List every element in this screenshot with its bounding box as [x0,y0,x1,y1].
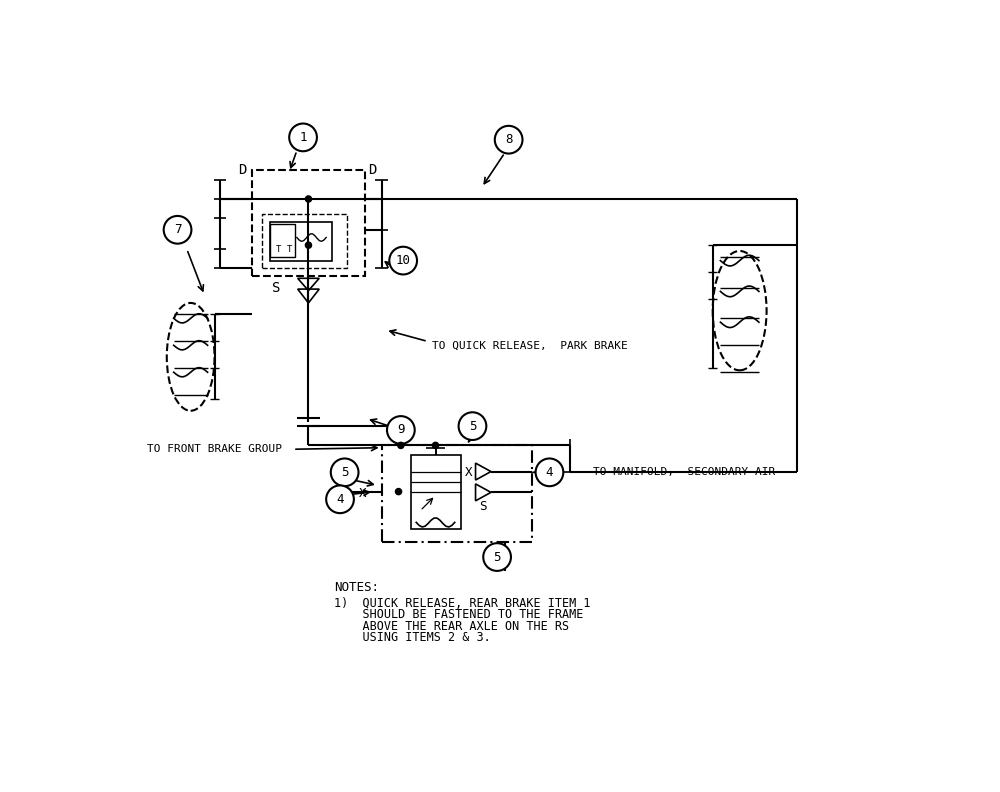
Bar [270,224,295,257]
Text: SHOULD BE FASTENED TO THE FRAME: SHOULD BE FASTENED TO THE FRAME [334,608,583,621]
Text: 1: 1 [299,131,307,144]
Text: 1)  QUICK RELEASE, REAR BRAKE ITEM 1: 1) QUICK RELEASE, REAR BRAKE ITEM 1 [334,596,590,610]
Circle shape [483,543,511,571]
Text: 7: 7 [174,223,181,236]
Text: NOTES:: NOTES: [334,581,379,594]
Text: D: D [238,163,246,177]
Text: TO QUICK RELEASE,  PARK BRAKE: TO QUICK RELEASE, PARK BRAKE [432,341,627,350]
Circle shape [164,216,191,244]
Circle shape [398,442,404,448]
Text: T: T [287,245,292,253]
Text: 8: 8 [505,133,512,147]
Circle shape [459,413,486,440]
Circle shape [387,416,415,444]
Bar [270,222,332,261]
Text: S: S [272,280,280,295]
Bar [252,170,365,276]
Circle shape [305,196,312,202]
Text: TO MANIFOLD,  SECONDARY AIR: TO MANIFOLD, SECONDARY AIR [593,467,776,478]
Circle shape [389,247,417,275]
Bar [411,455,461,528]
Circle shape [536,459,563,486]
Circle shape [305,242,312,248]
Text: 4: 4 [546,466,553,479]
Text: X: X [359,487,366,501]
Text: D: D [369,163,377,177]
Text: 5: 5 [341,466,348,479]
Text: S: S [479,501,486,513]
Text: USING ITEMS 2 & 3.: USING ITEMS 2 & 3. [334,631,491,645]
Text: 9: 9 [397,424,405,436]
Bar [382,445,532,542]
Text: 5: 5 [469,420,476,432]
Text: X: X [465,466,472,479]
Text: 4: 4 [336,493,344,506]
Text: 5: 5 [493,550,501,564]
Circle shape [495,126,523,154]
Circle shape [326,485,354,513]
Circle shape [289,124,317,151]
Circle shape [331,459,358,486]
Circle shape [432,442,439,448]
Text: TO FRONT BRAKE GROUP: TO FRONT BRAKE GROUP [147,444,282,455]
Text: 10: 10 [396,254,411,267]
Bar [262,215,347,268]
Circle shape [395,489,402,495]
Text: ABOVE THE REAR AXLE ON THE RS: ABOVE THE REAR AXLE ON THE RS [334,620,569,633]
Text: T: T [276,245,281,253]
